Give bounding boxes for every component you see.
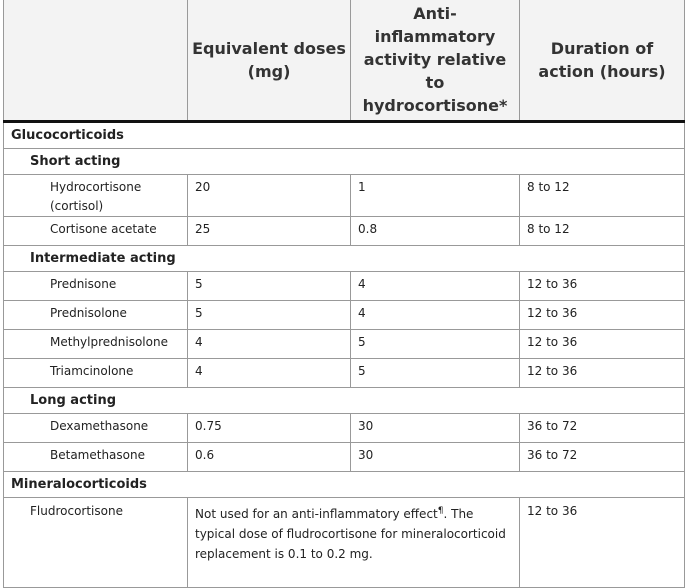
corticosteroid-comparison-table: Equivalent doses (mg) Anti-inflammatory …: [3, 0, 685, 588]
dose: 4: [187, 358, 351, 388]
duration: 36 to 72: [519, 413, 685, 443]
drug-name: Fludrocortisone: [3, 497, 188, 588]
dose: 0.6: [187, 442, 351, 472]
drug-name: Prednisone: [3, 271, 188, 301]
activity: 5: [350, 329, 520, 359]
subgroup-row: Short acting: [3, 148, 685, 175]
table-row: Cortisone acetate 25 0.8 8 to 12: [3, 216, 685, 246]
header-anti-inflammatory-activity: Anti-inflammatory activity relative to h…: [350, 0, 520, 123]
table-row: Dexamethasone 0.75 30 36 to 72: [3, 413, 685, 443]
duration: 12 to 36: [519, 358, 685, 388]
activity: 30: [350, 442, 520, 472]
duration: 8 to 12: [519, 174, 685, 217]
group-row: Mineralocorticoids: [3, 471, 685, 498]
note-start: Not used for an anti-inflammatory effect: [195, 507, 438, 521]
duration: 12 to 36: [519, 497, 685, 588]
activity: 4: [350, 271, 520, 301]
subgroup-row: Intermediate acting: [3, 245, 685, 272]
drug-name: Hydrocortisone (cortisol): [3, 174, 188, 217]
header-equivalent-doses: Equivalent doses (mg): [187, 0, 351, 123]
duration: 12 to 36: [519, 271, 685, 301]
group-row: Glucocorticoids: [3, 121, 685, 149]
dose: 5: [187, 300, 351, 330]
dose: 0.75: [187, 413, 351, 443]
duration: 36 to 72: [519, 442, 685, 472]
activity: 30: [350, 413, 520, 443]
drug-name: Methylprednisolone: [3, 329, 188, 359]
table-row: Betamethasone 0.6 30 36 to 72: [3, 442, 685, 472]
group-label: Glucocorticoids: [3, 121, 685, 149]
duration: 8 to 12: [519, 216, 685, 246]
table-row: Hydrocortisone (cortisol) 20 1 8 to 12: [3, 174, 685, 217]
dose: 4: [187, 329, 351, 359]
dose: 5: [187, 271, 351, 301]
drug-name: Cortisone acetate: [3, 216, 188, 246]
header-drug: [3, 0, 188, 123]
dose: 20: [187, 174, 351, 217]
activity: 5: [350, 358, 520, 388]
dose: 25: [187, 216, 351, 246]
duration: 12 to 36: [519, 329, 685, 359]
subgroup-label: Long acting: [3, 387, 685, 414]
activity: 0.8: [350, 216, 520, 246]
subgroup-label: Short acting: [3, 148, 685, 175]
fludrocortisone-note: Not used for an anti-inflammatory effect…: [187, 497, 520, 588]
drug-name: Prednisolone: [3, 300, 188, 330]
activity: 4: [350, 300, 520, 330]
group-label: Mineralocorticoids: [3, 471, 685, 498]
header-duration: Duration of action (hours): [519, 0, 685, 123]
table-row: Methylprednisolone 4 5 12 to 36: [3, 329, 685, 359]
drug-name: Triamcinolone: [3, 358, 188, 388]
note-end: . The typical dose of fludrocortisone fo…: [195, 507, 506, 561]
table-row: Triamcinolone 4 5 12 to 36: [3, 358, 685, 388]
subgroup-label: Intermediate acting: [3, 245, 685, 272]
activity: 1: [350, 174, 520, 217]
footnote-mark[interactable]: ¶: [437, 506, 444, 516]
header-row: Equivalent doses (mg) Anti-inflammatory …: [3, 0, 685, 123]
drug-name: Dexamethasone: [3, 413, 188, 443]
duration: 12 to 36: [519, 300, 685, 330]
table-row: Prednisone 5 4 12 to 36: [3, 271, 685, 301]
table-row: Prednisolone 5 4 12 to 36: [3, 300, 685, 330]
subgroup-row: Long acting: [3, 387, 685, 414]
table-row: Fludrocortisone Not used for an anti-inf…: [3, 497, 685, 588]
drug-name: Betamethasone: [3, 442, 188, 472]
